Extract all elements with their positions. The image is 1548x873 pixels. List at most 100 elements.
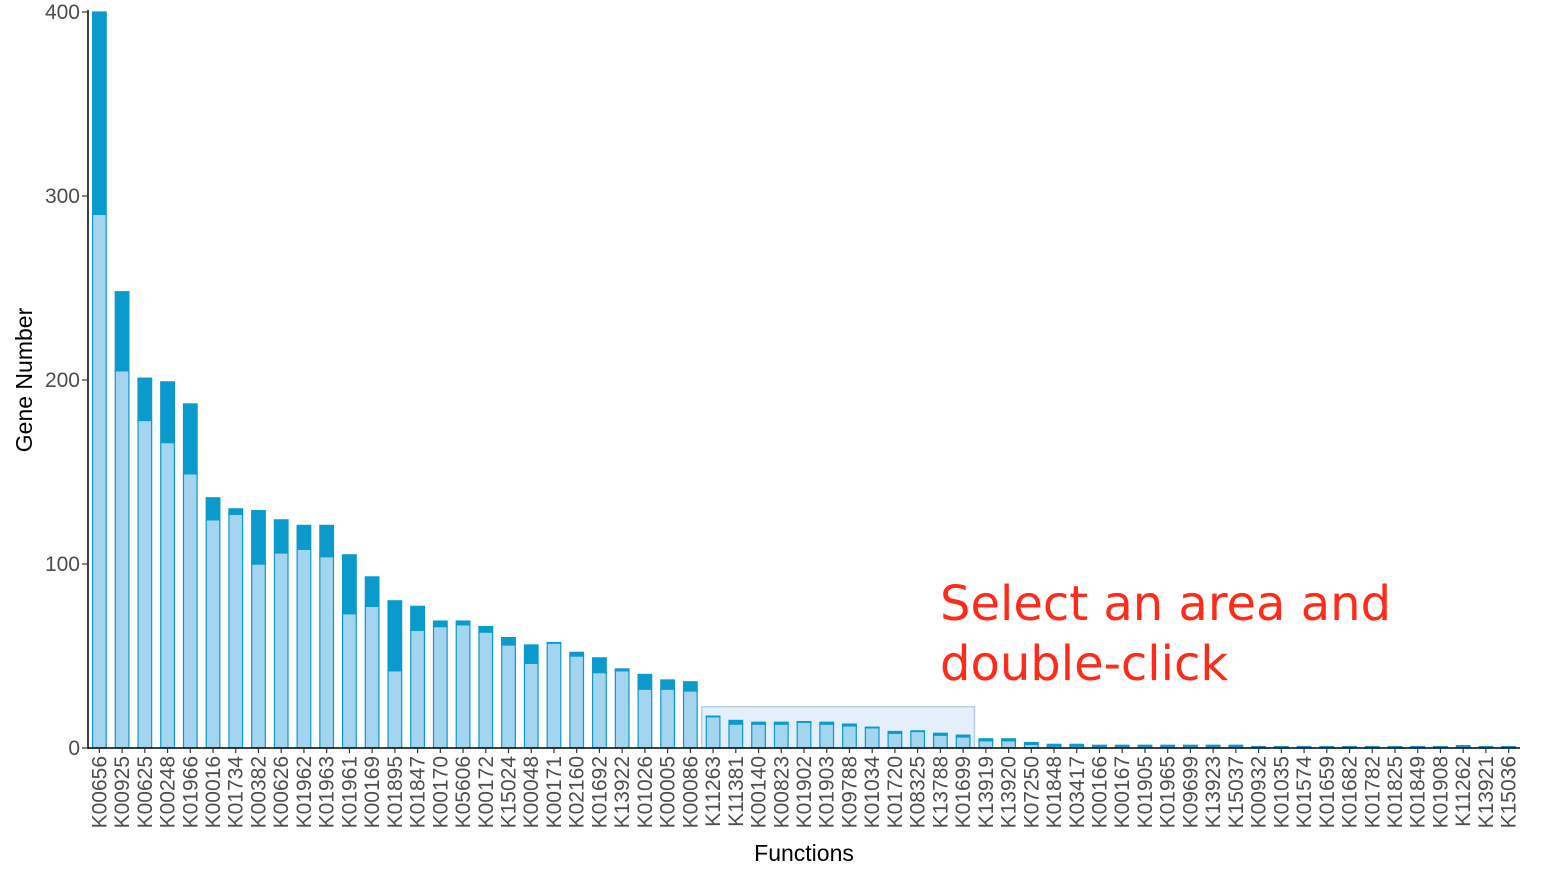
bar-K00086-seg1[interactable] [682,690,698,749]
bar-K00016-seg2[interactable] [205,497,221,521]
bar-K13919-seg1[interactable] [978,740,994,749]
bar-K00166-seg2[interactable] [1092,744,1107,748]
bar-K01962-seg2[interactable] [296,524,312,550]
bar-K01961-seg1[interactable] [341,613,357,749]
bar-K00048-seg2[interactable] [523,644,539,664]
bar-K13920-seg2[interactable] [1001,738,1016,742]
bar-K01026-seg2[interactable] [637,673,653,690]
bar-K00925-seg2[interactable] [114,291,130,372]
bar-K00169-seg2[interactable] [364,576,380,607]
bar-K01847-seg1[interactable] [410,629,426,749]
bar-K08325-seg2[interactable] [910,730,926,733]
bar-K02160-seg1[interactable] [569,655,585,749]
bar-K01692-seg2[interactable] [592,657,607,674]
bar-K00656-seg1[interactable] [91,213,107,749]
bar-K00626-seg2[interactable] [273,519,289,554]
bar-K13919-seg2[interactable] [978,738,994,742]
bar-K01895-seg2[interactable] [387,600,403,672]
bar-K01699-seg1[interactable] [955,736,971,749]
bar-K00169-seg1[interactable] [364,605,380,749]
bar-K01034-seg1[interactable] [864,727,880,749]
x-tick-label: K01692 [588,756,611,828]
bar-K09788-seg2[interactable] [842,723,857,727]
bar-K13920-seg1[interactable] [1001,740,1016,749]
bar-K05606-seg2[interactable] [455,620,471,626]
bar-K01963-seg2[interactable] [319,524,335,558]
bar-K15037-seg2[interactable] [1228,744,1244,748]
bar-K01895-seg1[interactable] [387,670,403,749]
bar-K00086-seg2[interactable] [682,681,698,692]
bar-K00170-seg1[interactable] [432,625,448,749]
bar-K13788-seg1[interactable] [932,734,948,749]
bar-K08325-seg1[interactable] [910,730,926,749]
bar-K00823-seg2[interactable] [773,721,789,725]
bar-K00382-seg1[interactable] [251,563,266,749]
bar-K01734-seg2[interactable] [228,508,244,515]
bar-K01966-seg1[interactable] [182,473,198,749]
bar-K00625-seg2[interactable] [137,377,153,422]
bar-K01965-seg2[interactable] [1160,744,1176,748]
bar-K11262-seg2[interactable] [1455,745,1471,749]
x-tick-label: K01961 [338,756,361,828]
bar-K01692-seg1[interactable] [592,671,607,749]
bar-K07250-seg2[interactable] [1023,741,1039,745]
bar-K01847-seg2[interactable] [410,605,426,631]
bar-K01720-seg1[interactable] [887,732,903,749]
bar-K01699-seg2[interactable] [955,734,971,738]
x-tick-label: K11381 [725,756,748,827]
bar-K15024-seg1[interactable] [501,644,516,749]
bar-K15024-seg2[interactable] [501,636,516,646]
bar-K00172-seg1[interactable] [478,631,494,749]
bar-K01903-seg2[interactable] [819,721,835,725]
bar-K11263-seg2[interactable] [705,715,721,718]
bar-K00823-seg1[interactable] [773,723,789,749]
bar-K00167-seg2[interactable] [1114,744,1130,748]
bar-K00382-seg2[interactable] [251,510,266,565]
bar-K01026-seg1[interactable] [637,688,653,749]
bar-K05606-seg1[interactable] [455,624,471,749]
bar-K01720-seg2[interactable] [887,730,903,734]
bar-K00626-seg1[interactable] [273,552,289,749]
bar-K13923-seg2[interactable] [1205,744,1221,748]
bar-K00248-seg1[interactable] [160,441,175,749]
bar-K03417-seg2[interactable] [1069,743,1085,747]
bar-K02160-seg2[interactable] [569,651,585,657]
x-tick-label: K00823 [770,756,793,828]
bar-K00172-seg2[interactable] [478,625,494,633]
bar-K01961-seg2[interactable] [341,554,357,615]
bar-K00048-seg1[interactable] [523,662,539,749]
bar-K00171-seg1[interactable] [546,642,562,749]
bar-K09788-seg1[interactable] [842,725,857,749]
bar-K00016-seg1[interactable] [205,519,221,749]
x-tick-label: K00171 [543,756,566,828]
bar-K01902-seg1[interactable] [796,721,812,749]
bar-K13922-seg2[interactable] [614,668,630,672]
bar-K13788-seg2[interactable] [932,732,948,736]
bar-K01905-seg2[interactable] [1137,744,1153,748]
bar-K00171-seg2[interactable] [546,641,562,644]
bar-K01034-seg2[interactable] [864,726,880,729]
bar-K01903-seg1[interactable] [819,723,835,749]
bar-K13922-seg1[interactable] [614,670,630,749]
bar-K00140-seg2[interactable] [751,721,766,725]
bar-K11381-seg2[interactable] [728,719,744,725]
bar-K01902-seg2[interactable] [796,721,812,723]
bar-K01848-seg2[interactable] [1046,743,1062,747]
bar-K01734-seg1[interactable] [228,513,244,749]
bar-K11381-seg1[interactable] [728,723,744,749]
bar-K00656-seg2[interactable] [91,11,107,215]
bar-K01962-seg1[interactable] [296,548,312,749]
bar-K00248-seg2[interactable] [160,381,175,444]
bar-K00005-seg2[interactable] [660,679,676,690]
bar-K09699-seg2[interactable] [1182,744,1198,748]
bar-K11263-seg1[interactable] [705,716,721,749]
bar-K00005-seg1[interactable] [660,688,676,749]
selection-region[interactable] [700,705,976,749]
bar-K00925-seg1[interactable] [114,370,130,749]
bar-K00625-seg1[interactable] [137,419,153,749]
bar-K00170-seg2[interactable] [432,620,448,628]
bar-K01963-seg1[interactable] [319,556,335,749]
bar-K00140-seg1[interactable] [751,723,766,749]
bar-K01966-seg2[interactable] [182,403,198,475]
